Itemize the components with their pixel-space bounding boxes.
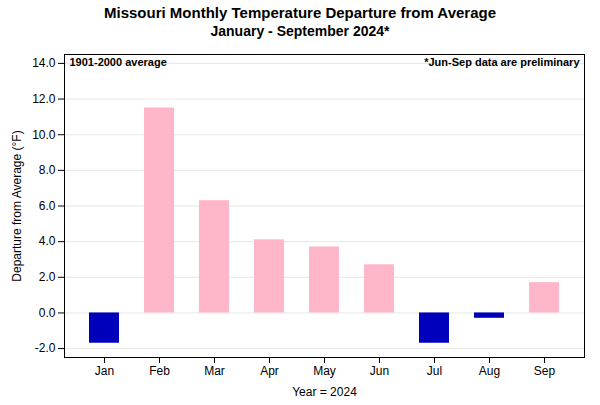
svg-text:6.0: 6.0	[39, 199, 56, 213]
svg-text:Year = 2024: Year = 2024	[292, 385, 357, 399]
svg-text:0.0: 0.0	[39, 306, 56, 320]
svg-text:Sep: Sep	[534, 364, 556, 378]
svg-text:Feb: Feb	[149, 364, 170, 378]
svg-text:Aug: Aug	[479, 364, 500, 378]
svg-text:Mar: Mar	[204, 364, 225, 378]
svg-text:*Jun-Sep data are preliminary: *Jun-Sep data are preliminary	[424, 56, 580, 68]
svg-text:2.0: 2.0	[39, 270, 56, 284]
svg-text:Jun: Jun	[370, 364, 389, 378]
svg-text:Departure from Average (°F): Departure from Average (°F)	[10, 130, 24, 281]
svg-text:10.0: 10.0	[32, 128, 56, 142]
html-text:January - September 2024*: January - September 2024*	[210, 23, 390, 39]
html-text:Missouri Monthly Temperature D: Missouri Monthly Temperature Departure f…	[104, 4, 496, 21]
svg-text:Jan: Jan	[95, 364, 114, 378]
svg-text:May: May	[313, 364, 336, 378]
svg-text:12.0: 12.0	[32, 92, 56, 106]
svg-text:1901-2000 average: 1901-2000 average	[70, 56, 167, 68]
svg-text:8.0: 8.0	[39, 163, 56, 177]
svg-text:14.0: 14.0	[32, 56, 56, 70]
svg-text:4.0: 4.0	[39, 234, 56, 248]
svg-text:Apr: Apr	[260, 364, 279, 378]
svg-text:Jul: Jul	[427, 364, 442, 378]
svg-text:-2.0: -2.0	[35, 341, 56, 355]
